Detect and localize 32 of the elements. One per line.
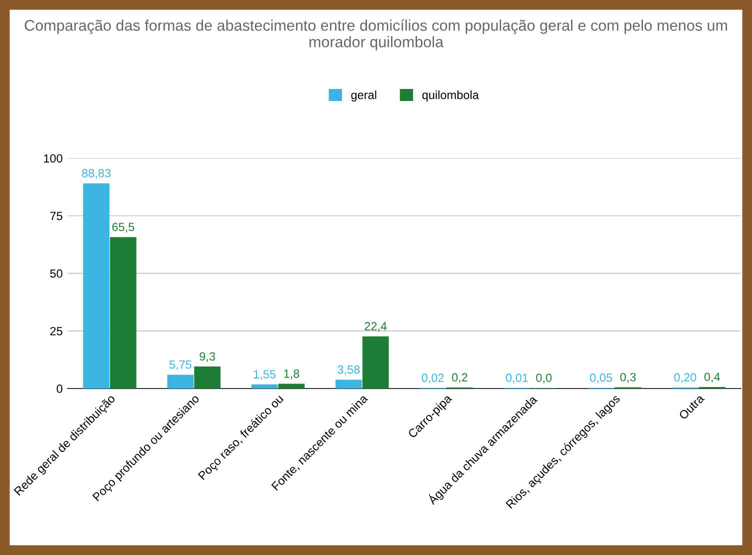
data-label: 0,0 <box>536 374 552 384</box>
data-label: 0,02 <box>422 374 444 384</box>
bar <box>278 384 305 388</box>
data-label: 0,20 <box>674 373 696 383</box>
data-label: 22,4 <box>364 322 387 332</box>
bar <box>110 237 136 388</box>
bar <box>362 336 389 388</box>
data-label: 0,01 <box>506 374 528 384</box>
data-label: 0,4 <box>704 372 720 382</box>
data-label: 88,83 <box>82 169 111 179</box>
y-tick-label: 0 <box>56 384 62 393</box>
data-label: 65,5 <box>112 222 134 233</box>
bar <box>167 374 194 388</box>
bar <box>194 366 221 388</box>
bar <box>336 380 362 388</box>
data-label: 3,58 <box>338 365 360 376</box>
data-label: 1,55 <box>254 370 276 380</box>
y-tick-label: 100 <box>44 154 62 163</box>
bar <box>251 384 278 388</box>
data-label: 0,3 <box>620 372 636 383</box>
data-label: 1,8 <box>284 369 300 380</box>
y-tick-label: 50 <box>50 269 62 278</box>
data-label: 0,2 <box>452 373 468 383</box>
y-tick-label: 75 <box>50 212 62 220</box>
data-label: 9,3 <box>200 352 216 362</box>
data-label: 5,75 <box>169 360 192 370</box>
bar <box>83 183 110 388</box>
legend-label: quilombola <box>422 90 479 102</box>
chart-title: Comparação das formas de abastecimento entre domicílios com população geral e com pelo menos um morador quilombola <box>24 19 728 50</box>
data-label: 0,05 <box>590 374 612 384</box>
y-tick-label: 25 <box>50 326 62 336</box>
legend-label: geral <box>351 90 376 102</box>
